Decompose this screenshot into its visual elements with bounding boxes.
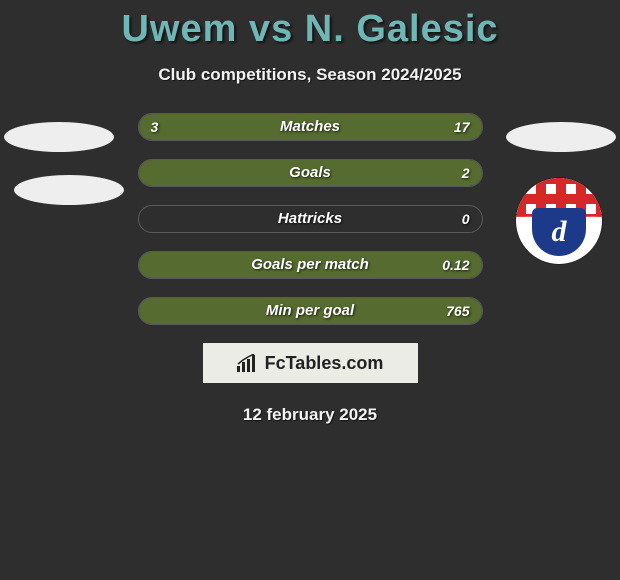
stat-value-right: 17 [454,114,470,140]
stat-label: Hattricks [139,206,482,232]
stat-label: Min per goal [139,298,482,324]
stat-row: Min per goal765 [138,297,483,325]
chart-icon [237,354,259,372]
stat-label: Goals [139,160,482,186]
club-crest-right: d [516,178,602,264]
subtitle: Club competitions, Season 2024/2025 [0,65,620,85]
crest-letter: d [552,215,567,249]
stat-value-right: 765 [446,298,469,324]
stats-container: 3Matches17 Goals2 Hattricks0 Goals per matc… [138,113,483,325]
stat-value-right: 2 [462,160,470,186]
stat-value-right: 0 [462,206,470,232]
stat-label: Goals per match [139,252,482,278]
player-right-avatar-placeholder [506,122,616,152]
stat-row: 3Matches17 [138,113,483,141]
player-left-avatar-placeholder-1 [4,122,114,152]
page-title: Uwem vs N. Galesic [0,0,620,51]
stat-row: Goals2 [138,159,483,187]
brand-badge[interactable]: FcTables.com [203,343,418,383]
player-left-avatar-placeholder-2 [14,175,124,205]
stat-value-right: 0.12 [442,252,469,278]
stat-row: Hattricks0 [138,205,483,233]
brand-text: FcTables.com [265,353,384,374]
stat-row: Goals per match0.12 [138,251,483,279]
stat-label: Matches [139,114,482,140]
date-label: 12 february 2025 [0,405,620,425]
